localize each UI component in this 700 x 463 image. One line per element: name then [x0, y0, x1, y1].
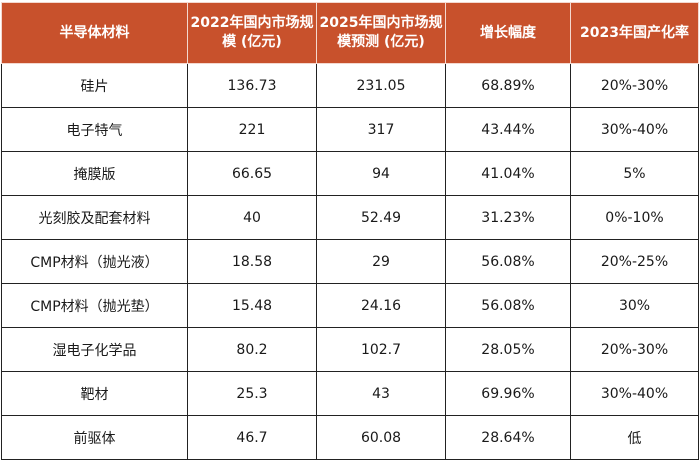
- cell-2022-size: 18.58: [187, 239, 317, 284]
- cell-material: CMP材料（抛光液）: [1, 239, 188, 284]
- table-row: 硅片 136.73 231.05 68.89% 20%-30%: [1, 63, 699, 108]
- cell-material: 前驱体: [1, 415, 188, 460]
- header-material: 半导体材料: [1, 2, 188, 64]
- table-row: 掩膜版 66.65 94 41.04% 5%: [1, 151, 699, 196]
- cell-2025-forecast: 317: [316, 107, 446, 152]
- cell-2025-forecast: 24.16: [316, 283, 446, 328]
- cell-localization-rate: 20%-25%: [570, 239, 699, 284]
- cell-2022-size: 40: [187, 195, 317, 240]
- cell-growth: 56.08%: [445, 239, 571, 284]
- cell-2022-size: 25.3: [187, 371, 317, 416]
- cell-localization-rate: 0%-10%: [570, 195, 699, 240]
- cell-growth: 31.23%: [445, 195, 571, 240]
- cell-material: 电子特气: [1, 107, 188, 152]
- cell-2025-forecast: 52.49: [316, 195, 446, 240]
- header-growth: 增长幅度: [445, 2, 571, 64]
- cell-growth: 28.64%: [445, 415, 571, 460]
- cell-2025-forecast: 43: [316, 371, 446, 416]
- cell-material: CMP材料（抛光垫）: [1, 283, 188, 328]
- cell-2022-size: 66.65: [187, 151, 317, 196]
- table-row: 湿电子化学品 80.2 102.7 28.05% 20%-30%: [1, 327, 699, 372]
- cell-2025-forecast: 231.05: [316, 63, 446, 108]
- table-row: 光刻胶及配套材料 40 52.49 31.23% 0%-10%: [1, 195, 699, 240]
- cell-2025-forecast: 29: [316, 239, 446, 284]
- cell-2022-size: 221: [187, 107, 317, 152]
- cell-localization-rate: 低: [570, 415, 699, 460]
- header-localization-rate: 2023年国产化率: [570, 2, 699, 64]
- header-2022-market-size: 2022年国内市场规模 (亿元): [187, 2, 317, 64]
- cell-material: 掩膜版: [1, 151, 188, 196]
- cell-2025-forecast: 94: [316, 151, 446, 196]
- table-row: 前驱体 46.7 60.08 28.64% 低: [1, 415, 699, 460]
- cell-2025-forecast: 60.08: [316, 415, 446, 460]
- cell-localization-rate: 30%-40%: [570, 371, 699, 416]
- table-row: CMP材料（抛光液） 18.58 29 56.08% 20%-25%: [1, 239, 699, 284]
- cell-growth: 69.96%: [445, 371, 571, 416]
- cell-2022-size: 15.48: [187, 283, 317, 328]
- header-2025-market-forecast: 2025年国内市场规模预测 (亿元): [316, 2, 446, 64]
- cell-localization-rate: 30%: [570, 283, 699, 328]
- table-row: CMP材料（抛光垫） 15.48 24.16 56.08% 30%: [1, 283, 699, 328]
- cell-material: 硅片: [1, 63, 188, 108]
- header-row: 半导体材料 2022年国内市场规模 (亿元) 2025年国内市场规模预测 (亿元…: [1, 2, 699, 64]
- cell-localization-rate: 5%: [570, 151, 699, 196]
- cell-growth: 56.08%: [445, 283, 571, 328]
- cell-2022-size: 46.7: [187, 415, 317, 460]
- cell-growth: 41.04%: [445, 151, 571, 196]
- table-row: 电子特气 221 317 43.44% 30%-40%: [1, 107, 699, 152]
- cell-2022-size: 80.2: [187, 327, 317, 372]
- table-body: 硅片 136.73 231.05 68.89% 20%-30% 电子特气 221…: [1, 63, 699, 460]
- cell-localization-rate: 20%-30%: [570, 63, 699, 108]
- cell-growth: 28.05%: [445, 327, 571, 372]
- cell-localization-rate: 20%-30%: [570, 327, 699, 372]
- cell-material: 湿电子化学品: [1, 327, 188, 372]
- cell-2025-forecast: 102.7: [316, 327, 446, 372]
- table-header: 半导体材料 2022年国内市场规模 (亿元) 2025年国内市场规模预测 (亿元…: [1, 2, 699, 64]
- table-row: 靶材 25.3 43 69.96% 30%-40%: [1, 371, 699, 416]
- cell-localization-rate: 30%-40%: [570, 107, 699, 152]
- cell-growth: 68.89%: [445, 63, 571, 108]
- cell-material: 靶材: [1, 371, 188, 416]
- cell-growth: 43.44%: [445, 107, 571, 152]
- cell-2022-size: 136.73: [187, 63, 317, 108]
- cell-material: 光刻胶及配套材料: [1, 195, 188, 240]
